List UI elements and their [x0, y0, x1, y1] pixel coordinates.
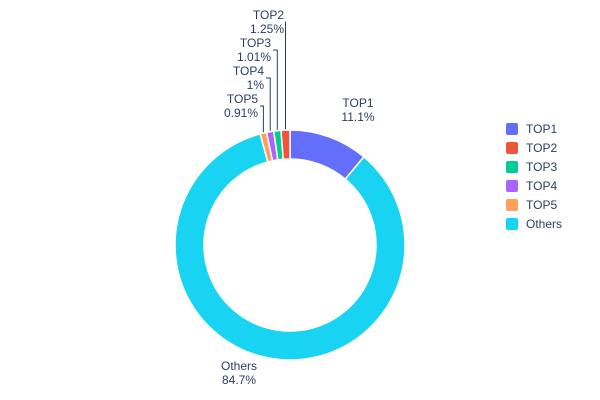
leader-line-top5 — [260, 105, 264, 133]
legend-swatch-others — [506, 218, 518, 230]
legend-swatch-top1 — [506, 123, 518, 135]
legend-item-top4[interactable]: TOP4 — [506, 179, 562, 193]
legend-item-others[interactable]: Others — [506, 217, 563, 231]
leader-line-top4 — [266, 77, 271, 131]
legend-label: TOP5 — [526, 198, 558, 212]
legend-swatch-top4 — [506, 180, 518, 192]
pie-slice-top2[interactable] — [280, 129, 291, 161]
legend-item-top2[interactable]: TOP2 — [506, 141, 562, 155]
legend-label: TOP1 — [526, 122, 558, 136]
legend-label: TOP2 — [526, 141, 558, 155]
legend-label: Others — [526, 217, 563, 231]
legend-swatch-top2 — [506, 142, 518, 154]
legend-swatch-top3 — [506, 161, 518, 173]
legend-swatch-top5 — [506, 199, 518, 211]
pie-slice-others[interactable] — [174, 133, 406, 361]
legend-label: TOP3 — [526, 160, 558, 174]
legend-item-top1[interactable]: TOP1 — [506, 122, 562, 136]
legend-item-top3[interactable]: TOP3 — [506, 160, 562, 174]
leader-line-top3 — [273, 49, 278, 130]
leader-line-top2 — [285, 21, 286, 130]
legend-label: TOP4 — [526, 179, 558, 193]
legend-item-top5[interactable]: TOP5 — [506, 198, 562, 212]
legend: TOP1 TOP2 TOP3 TOP4 TOP5 Others — [506, 122, 563, 231]
